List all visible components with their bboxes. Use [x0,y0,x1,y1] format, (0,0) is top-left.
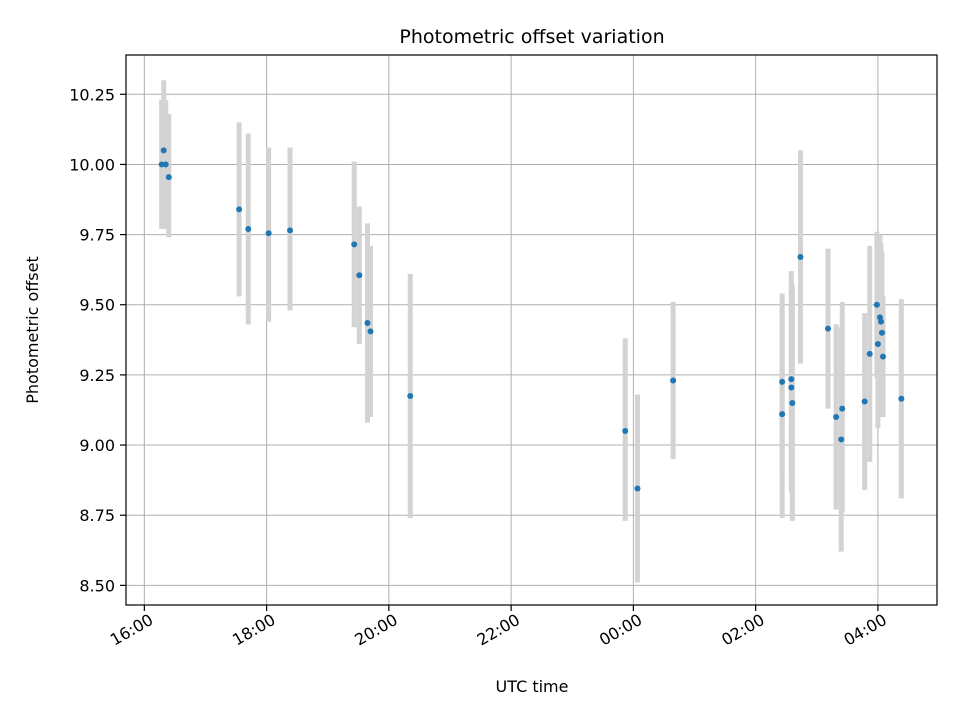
data-point [165,174,172,181]
data-point [287,227,294,234]
y-tick-label: 10.00 [69,155,115,174]
data-point [866,350,873,357]
y-tick-label: 9.25 [79,366,115,385]
data-point [407,392,414,399]
y-tick-label: 8.50 [79,576,115,595]
data-point [265,230,272,237]
data-point [877,318,884,325]
data-point [670,377,677,384]
data-point [779,411,786,418]
data-point [788,384,795,391]
y-tick-label: 9.50 [79,296,115,315]
data-point [788,376,795,383]
data-point [873,301,880,308]
data-point [245,225,252,232]
data-point [634,485,641,492]
y-axis: 8.50 8.75 9.00 9.25 9.50 9.75 10.00 10.25 [69,85,126,595]
data-point [622,428,629,435]
data-point [898,395,905,402]
data-points [158,147,905,492]
data-point [874,341,881,348]
y-tick-label: 10.25 [69,85,115,104]
data-point [236,206,243,213]
data-point [162,161,169,168]
data-point [878,329,885,336]
chart-title: Photometric offset variation [399,26,664,48]
data-point [880,353,887,360]
data-point [789,399,796,406]
data-point [824,325,831,332]
data-point [364,319,371,326]
data-point [839,405,846,412]
data-point [797,254,804,261]
data-point [779,378,786,385]
data-point [838,436,845,443]
data-point [367,328,374,335]
plot-frame [125,54,938,606]
y-tick-label: 9.00 [79,436,115,455]
data-point [351,241,358,248]
data-point [861,398,868,405]
data-point [160,147,167,154]
y-tick-label: 9.75 [79,226,115,245]
y-tick-label: 8.75 [79,506,115,525]
data-point [833,413,840,420]
y-axis-label: Photometric offset [23,256,42,404]
x-axis-label: UTC time [496,677,569,696]
data-point [356,272,363,279]
